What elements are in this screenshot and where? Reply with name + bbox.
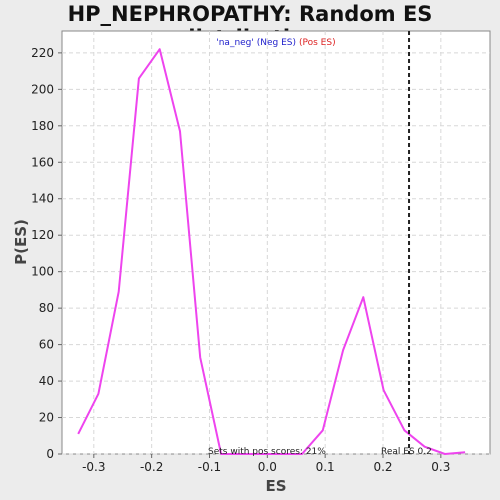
x-tick-label: 0.2 [373, 460, 392, 474]
pos-scores-annotation: Sets with pos scores: 21% [208, 447, 326, 457]
y-tick-label: 220 [31, 46, 54, 60]
x-tick-label: -0.3 [82, 460, 105, 474]
y-tick-label: 120 [31, 228, 54, 242]
y-tick-label: 20 [39, 411, 54, 425]
real-es-label: Real ES 0.2 [381, 447, 432, 457]
y-tick-label: 200 [31, 82, 54, 96]
y-tick-label: 180 [31, 119, 54, 133]
y-tick-label: 160 [31, 155, 54, 169]
series-layer [77, 48, 466, 455]
y-tick-label: 40 [39, 374, 54, 388]
x-tick-label: 0.0 [258, 460, 277, 474]
plot-area [61, 30, 491, 455]
x-tick-label: 0.1 [316, 460, 335, 474]
legend-entry-pos: (Pos ES) [299, 38, 336, 48]
y-tick-label: 60 [39, 338, 54, 352]
x-tick-label: -0.2 [140, 460, 163, 474]
y-tick-label: 0 [46, 447, 54, 461]
y-tick-label: 140 [31, 192, 54, 206]
y-tick-label: 80 [39, 301, 54, 315]
legend-entry-neg: 'na_neg' (Neg ES) [216, 38, 296, 48]
series-line [77, 48, 466, 455]
y-axis-label: P(ES) [12, 219, 30, 265]
x-axis-label: ES [265, 477, 286, 495]
tick-layer: -0.3 -0.2 -0.1 0.0 0.1 0.2 0.3 0 20 40 60 80 100 120 1… [31, 46, 450, 474]
x-tick-label: -0.1 [198, 460, 221, 474]
y-tick-label: 100 [31, 265, 54, 279]
x-tick-label: 0.3 [431, 460, 450, 474]
